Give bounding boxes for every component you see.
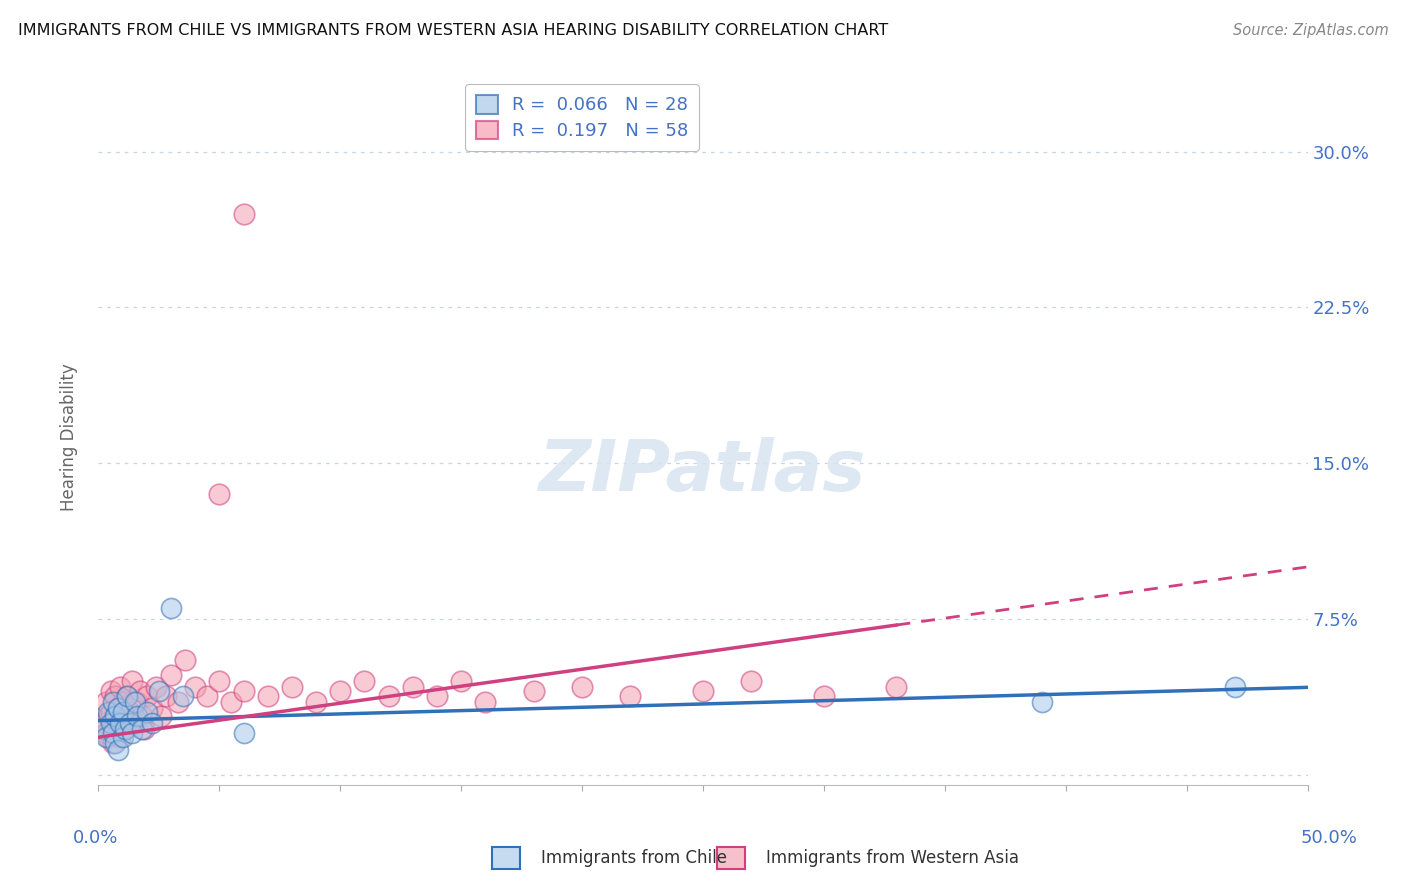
Point <box>97 730 120 744</box>
Point <box>91 722 114 736</box>
Point <box>131 722 153 736</box>
Point <box>114 722 136 736</box>
Point <box>121 674 143 689</box>
Point <box>107 701 129 715</box>
Point <box>94 726 117 740</box>
Point <box>148 684 170 698</box>
Point <box>111 706 134 720</box>
Point <box>118 715 141 730</box>
Point <box>107 742 129 756</box>
Point <box>100 715 122 730</box>
Point <box>124 695 146 709</box>
Text: 0.0%: 0.0% <box>73 829 118 847</box>
Point <box>94 695 117 709</box>
Point <box>104 709 127 723</box>
Text: Source: ZipAtlas.com: Source: ZipAtlas.com <box>1233 23 1389 38</box>
Point <box>155 689 177 703</box>
Text: Immigrants from Western Asia: Immigrants from Western Asia <box>766 849 1019 867</box>
Text: ZIPatlas: ZIPatlas <box>540 437 866 507</box>
Point <box>160 668 183 682</box>
Point <box>1223 681 1246 695</box>
Point <box>121 726 143 740</box>
Point <box>353 674 375 689</box>
Point <box>571 681 593 695</box>
Point <box>329 684 352 698</box>
Point <box>135 689 157 703</box>
Point <box>127 695 149 709</box>
Point <box>101 736 124 750</box>
Point <box>104 736 127 750</box>
Point <box>172 689 194 703</box>
Point <box>402 681 425 695</box>
Point <box>97 706 120 720</box>
Point <box>127 709 149 723</box>
Point <box>740 674 762 689</box>
Point <box>886 681 908 695</box>
Point <box>111 709 134 723</box>
Point <box>474 695 496 709</box>
Point <box>91 715 114 730</box>
Point <box>232 684 254 698</box>
Point <box>523 684 546 698</box>
Point <box>108 681 131 695</box>
Point <box>104 689 127 703</box>
Point <box>167 695 190 709</box>
Point <box>97 709 120 723</box>
Point <box>160 601 183 615</box>
Point <box>100 706 122 720</box>
Point <box>134 722 156 736</box>
Point <box>150 709 173 723</box>
Point <box>208 487 231 501</box>
Text: Immigrants from Chile: Immigrants from Chile <box>541 849 727 867</box>
Point <box>117 689 139 703</box>
Point <box>114 722 136 736</box>
Point <box>184 681 207 695</box>
Point <box>208 674 231 689</box>
Point <box>101 695 124 709</box>
Point <box>108 730 131 744</box>
Point <box>141 715 163 730</box>
Point <box>256 689 278 703</box>
Legend: R =  0.066   N = 28, R =  0.197   N = 58: R = 0.066 N = 28, R = 0.197 N = 58 <box>465 85 699 151</box>
Point <box>111 730 134 744</box>
Text: IMMIGRANTS FROM CHILE VS IMMIGRANTS FROM WESTERN ASIA HEARING DISABILITY CORRELA: IMMIGRANTS FROM CHILE VS IMMIGRANTS FROM… <box>18 23 889 38</box>
Point <box>377 689 399 703</box>
Point <box>124 715 146 730</box>
Point <box>94 730 117 744</box>
Point <box>305 695 328 709</box>
Point <box>281 681 304 695</box>
Y-axis label: Hearing Disability: Hearing Disability <box>59 363 77 511</box>
Point <box>619 689 641 703</box>
Point <box>813 689 835 703</box>
Point <box>128 684 150 698</box>
Point <box>108 715 131 730</box>
Point <box>101 722 124 736</box>
Point <box>692 684 714 698</box>
Point <box>195 689 218 703</box>
Point <box>135 706 157 720</box>
Text: 50.0%: 50.0% <box>1301 829 1357 847</box>
Point <box>232 207 254 221</box>
Point <box>118 706 141 720</box>
Point <box>100 684 122 698</box>
Point <box>145 681 167 695</box>
Point <box>450 674 472 689</box>
Point <box>107 715 129 730</box>
Point <box>131 709 153 723</box>
Point <box>117 689 139 703</box>
Point <box>104 709 127 723</box>
Point <box>111 695 134 709</box>
Point <box>426 689 449 703</box>
Point <box>141 701 163 715</box>
Point <box>174 653 197 667</box>
Point <box>232 726 254 740</box>
Point <box>1031 695 1053 709</box>
Point <box>101 726 124 740</box>
Point <box>221 695 243 709</box>
Point <box>107 701 129 715</box>
